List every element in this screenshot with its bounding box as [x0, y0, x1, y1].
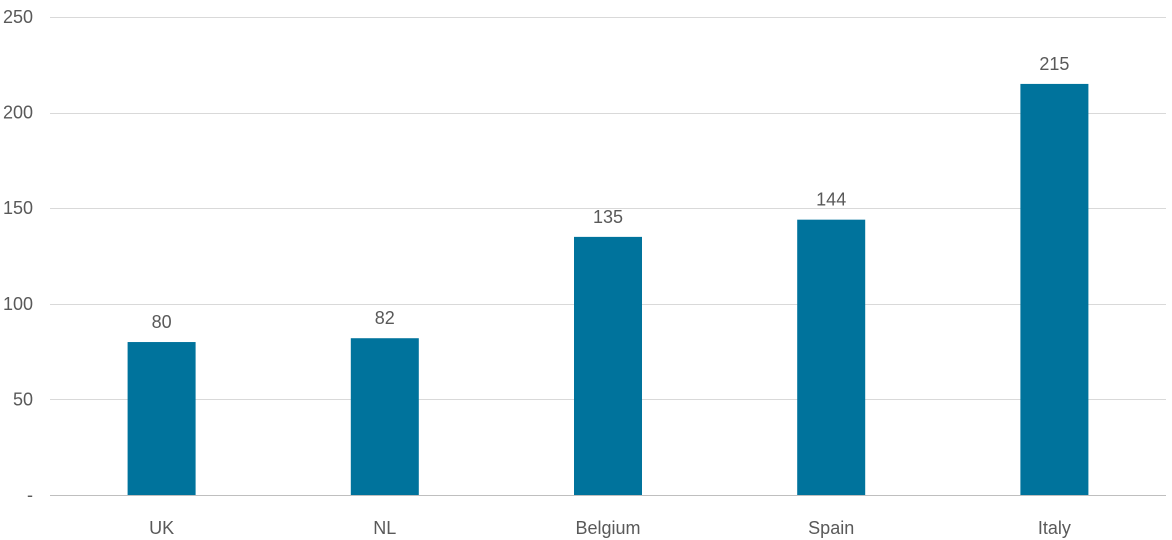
- y-tick-label-3: 150: [3, 198, 33, 218]
- bar-italy: [1020, 83, 1089, 496]
- y-tick-label-0: -: [27, 485, 33, 505]
- y-tick-label-1: 50: [13, 389, 33, 409]
- y-tick-label-5: 250: [3, 7, 33, 27]
- x-tick-label-spain: Spain: [808, 518, 854, 538]
- bars: [127, 83, 1089, 496]
- data-label-italy: 215: [1039, 54, 1069, 74]
- y-tick-label-4: 200: [3, 103, 33, 123]
- y-axis-tick-labels: - 50 100 150 200 250: [3, 7, 33, 505]
- data-label-uk: 80: [152, 312, 172, 332]
- x-tick-label-italy: Italy: [1038, 518, 1071, 538]
- y-tick-label-2: 100: [3, 294, 33, 314]
- data-label-nl: 82: [375, 308, 395, 328]
- bar-spain: [797, 219, 866, 495]
- x-axis-tick-labels: UK NL Belgium Spain Italy: [149, 518, 1071, 538]
- x-tick-label-nl: NL: [373, 518, 396, 538]
- x-tick-label-uk: UK: [149, 518, 174, 538]
- bar-nl: [350, 338, 419, 495]
- x-tick-label-belgium: Belgium: [575, 518, 640, 538]
- bar-belgium: [574, 236, 642, 495]
- data-labels: 80 82 135 144 215: [152, 54, 1070, 332]
- bar-uk: [127, 342, 196, 495]
- data-label-spain: 144: [816, 190, 846, 210]
- data-label-belgium: 135: [593, 207, 623, 227]
